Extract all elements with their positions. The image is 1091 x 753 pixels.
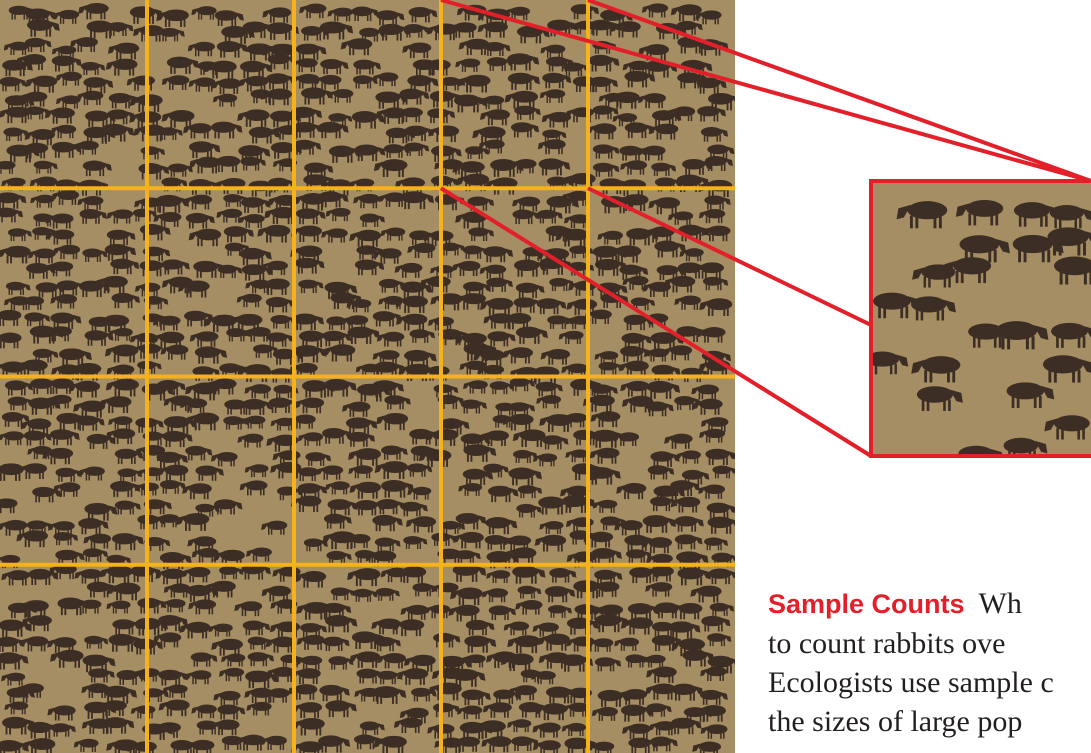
caption-line-1: Wh <box>978 587 1022 620</box>
caption-line-3: Ecologists use sample c <box>768 666 1054 699</box>
caption-line-4: the sizes of large pop <box>768 705 1023 738</box>
caption-line-2: to count rabbits ove <box>768 627 1006 660</box>
callout <box>439 0 1091 458</box>
caption-lead: Sample Counts <box>768 589 965 619</box>
caption: Sample Counts Wh to count rabbits ove Eco… <box>768 584 1091 753</box>
sampling-grid <box>0 0 735 753</box>
callout-line <box>587 186 872 327</box>
callout-line <box>439 186 873 458</box>
callout-line <box>587 0 1091 183</box>
zoomed-sample-photo <box>871 181 1091 456</box>
zoomed-animals <box>871 199 1091 456</box>
zoomed-sample-frame <box>869 179 1091 458</box>
herd-animals <box>0 2 735 753</box>
callout-lines <box>439 0 1091 458</box>
zoomed-ground <box>871 181 1091 456</box>
callout-line <box>440 0 1091 183</box>
herd-photo <box>0 0 735 753</box>
